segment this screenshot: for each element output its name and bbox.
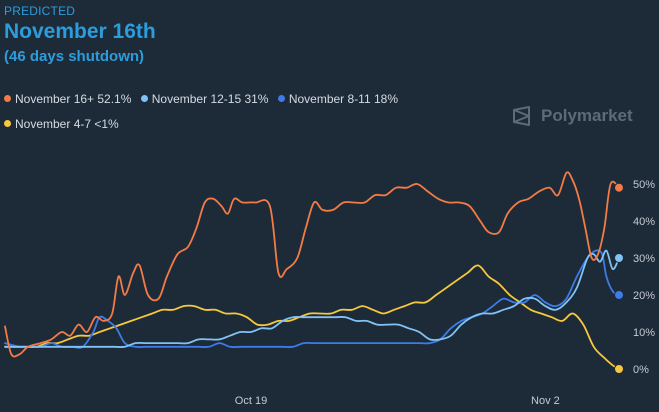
polymarket-brand: Polymarket xyxy=(511,106,633,126)
page-subtitle: (46 days shutdown) xyxy=(4,48,145,65)
legend-label: November 4-7 <1% xyxy=(15,117,119,131)
series-line-november-16[interactable] xyxy=(4,171,620,358)
legend-item-nov-4-7[interactable]: November 4-7 <1% xyxy=(4,117,119,131)
x-tick-label: Nov 2 xyxy=(531,395,560,407)
series-endpoint-november-8-11[interactable] xyxy=(614,290,624,300)
legend-item-nov-16-plus[interactable]: November 16+ 52.1% xyxy=(4,92,131,106)
series-line-november-8-11[interactable] xyxy=(4,249,620,349)
legend-dot xyxy=(140,95,148,103)
legend-row-2: November 4-7 <1% xyxy=(4,117,464,133)
legend-label: November 8-11 18% xyxy=(288,92,398,106)
legend-dot xyxy=(4,95,11,103)
legend-label: November 16+ 52.1% xyxy=(15,92,132,106)
series-endpoint-november-16[interactable] xyxy=(614,182,624,193)
series-line-november-12-15[interactable] xyxy=(4,249,620,348)
chart-legend: November 16+ 52.1% November 12-15 31% No… xyxy=(4,92,464,142)
brand-name: Polymarket xyxy=(541,106,633,125)
y-tick-label: 30% xyxy=(633,253,655,265)
chart-endpoints xyxy=(614,182,624,374)
legend-dot xyxy=(4,120,11,128)
legend-label: November 12-15 31% xyxy=(151,92,269,106)
legend-item-nov-12-15[interactable]: November 12-15 31% xyxy=(140,92,269,106)
legend-dot xyxy=(277,95,285,103)
chart-header: PREDICTED November 16th (46 days shutdow… xyxy=(4,4,156,66)
x-tick-label: Oct 19 xyxy=(235,395,267,407)
series-endpoint-november-12-15[interactable] xyxy=(614,253,624,263)
x-axis-ticks: Oct 19 Nov 2 xyxy=(235,395,560,407)
chart-lines xyxy=(4,171,620,370)
page-title: November 16th xyxy=(4,20,156,43)
y-tick-label: 50% xyxy=(633,179,655,191)
y-tick-label: 0% xyxy=(633,364,649,376)
predicted-label: PREDICTED xyxy=(4,4,76,18)
y-axis-ticks: 0% 10% 20% 30% 40% 50% xyxy=(633,179,655,376)
legend-row-1: November 16+ 52.1% November 12-15 31% No… xyxy=(4,92,464,108)
y-tick-label: 20% xyxy=(633,290,655,302)
legend-item-nov-8-11[interactable]: November 8-11 18% xyxy=(277,92,398,106)
series-endpoint-november-4-7[interactable] xyxy=(614,364,624,374)
y-tick-label: 10% xyxy=(633,327,655,339)
y-tick-label: 40% xyxy=(633,216,655,228)
polymarket-logo-icon xyxy=(513,106,530,126)
